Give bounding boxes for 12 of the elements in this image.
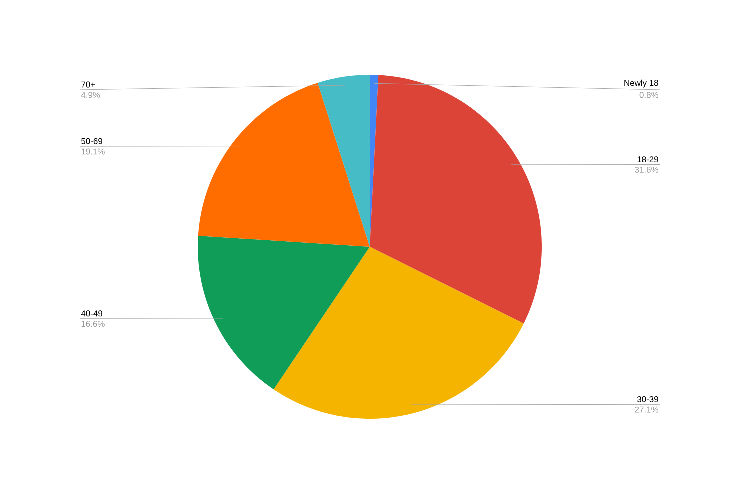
slice-label: 18-29 xyxy=(638,156,658,163)
data-label: 27.1% xyxy=(635,406,659,413)
data-label: 4.9% xyxy=(81,92,100,98)
slice-label: 70+ xyxy=(82,82,96,88)
data-label: 31.6% xyxy=(635,166,659,173)
data-label: 19.1% xyxy=(82,148,105,155)
slice-label: Newly 18 xyxy=(624,80,658,88)
slice-label: 30-39 xyxy=(637,396,658,402)
slice-label: 40-49 xyxy=(81,310,102,317)
data-label: 0.8% xyxy=(640,92,659,98)
slice-label: 50-69 xyxy=(82,138,102,144)
data-label: 16.6% xyxy=(82,321,105,328)
